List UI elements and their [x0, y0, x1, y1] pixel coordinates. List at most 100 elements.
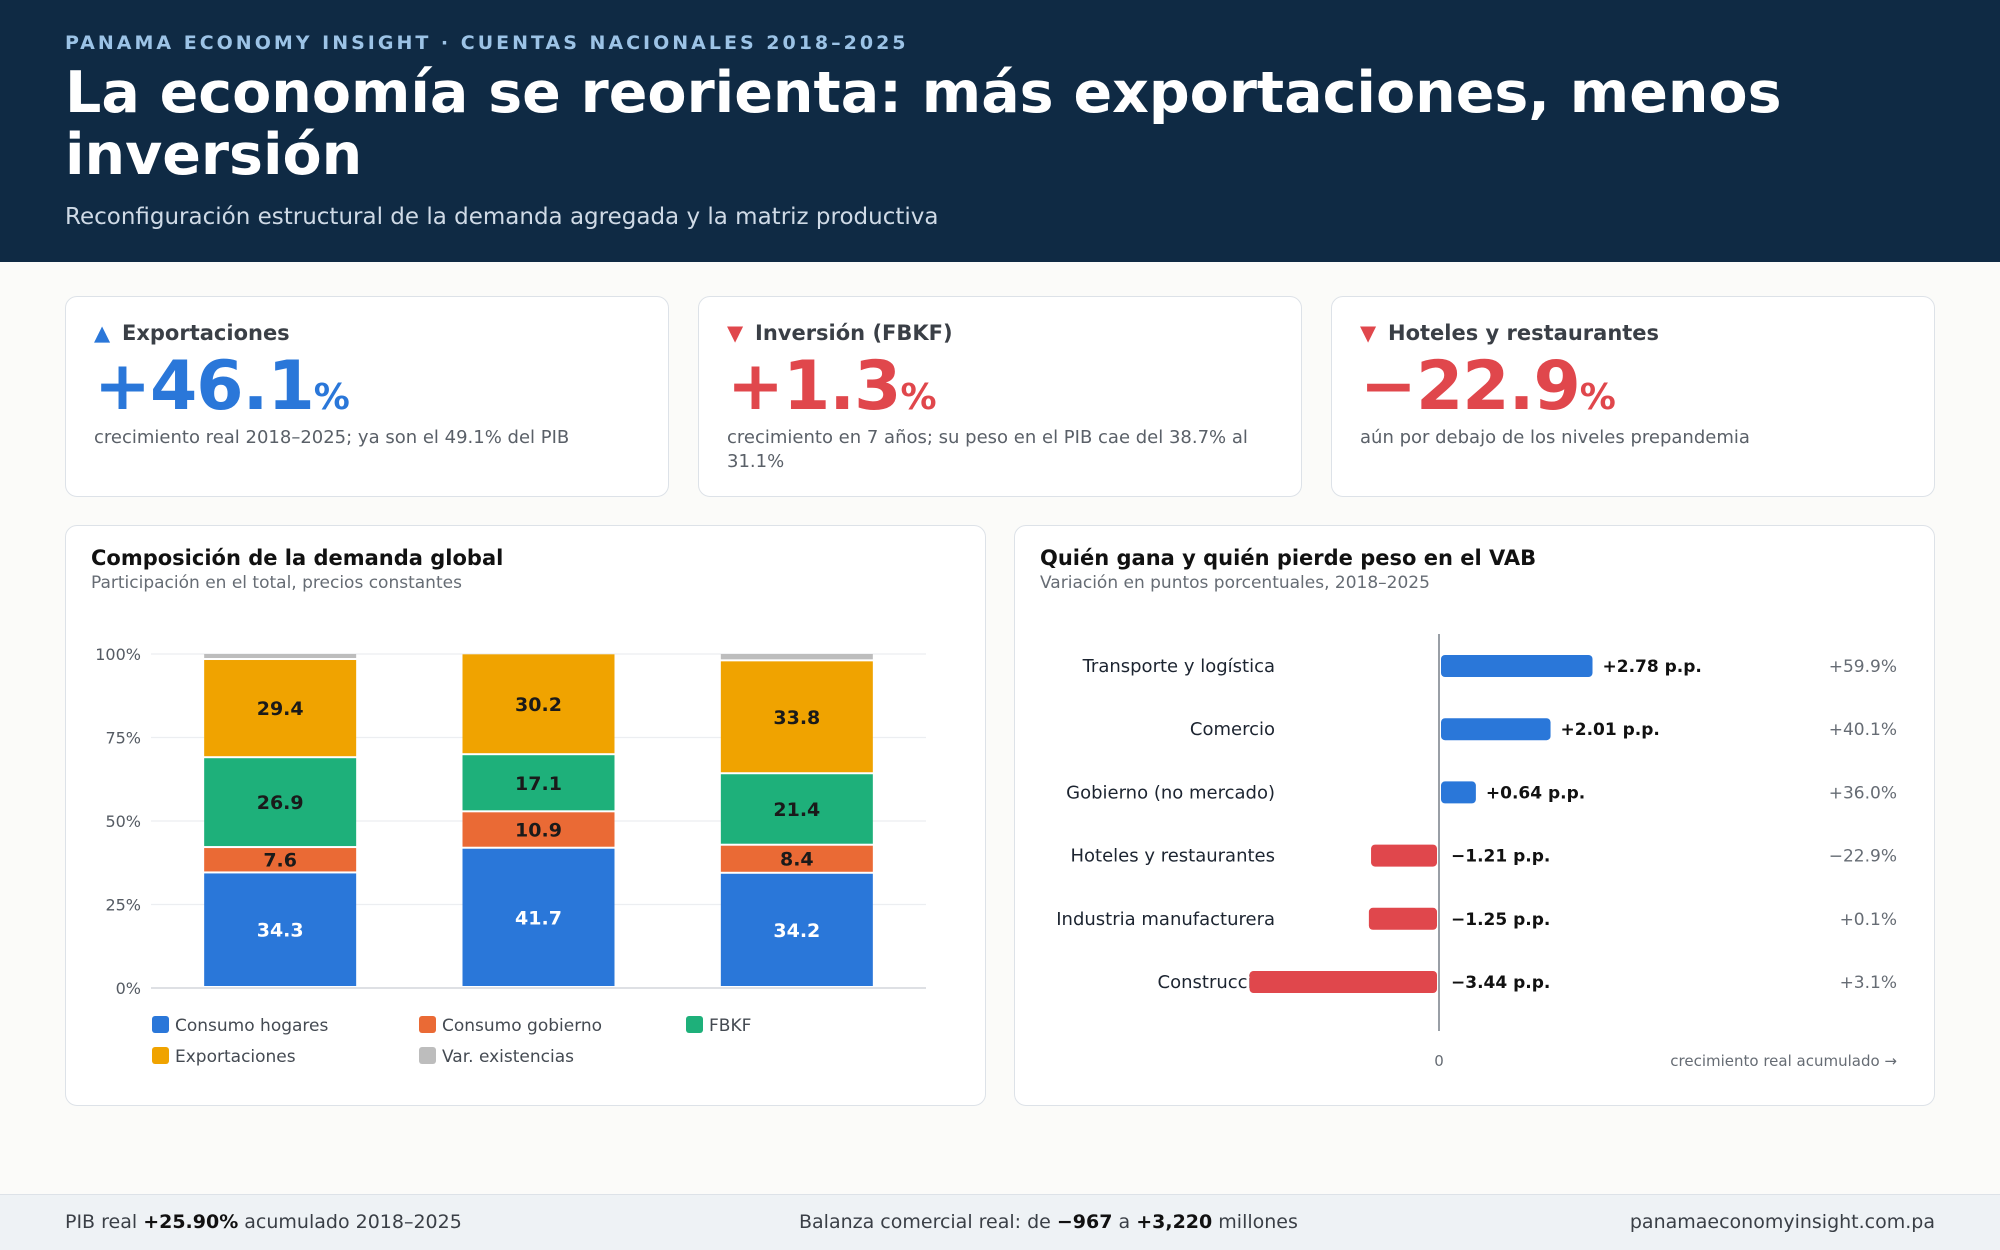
kpi-unit: % — [1579, 377, 1616, 418]
kpi-label: Inversión (FBKF) — [755, 321, 953, 345]
data-label: 30.2 — [515, 694, 562, 716]
legend-item: FBKF — [686, 1016, 751, 1036]
y-tick-label: 0% — [116, 979, 141, 996]
stacked-bar-chart: 0%25%50%75%100%34.37.626.929.4201841.710… — [95, 645, 926, 996]
bar-segment — [720, 661, 873, 773]
legend-item: Exportaciones — [152, 1047, 296, 1067]
data-label: 41.7 — [515, 907, 562, 929]
bar-segment — [204, 873, 357, 986]
bar-segment — [720, 654, 873, 660]
horizontal-bar-chart: Transporte y logística +2.78 p.p. +59.9% Co… — [1056, 634, 1897, 1070]
bar-segment — [462, 755, 615, 811]
legend-swatch — [419, 1016, 436, 1033]
category-label: Gobierno (no mercado) — [1066, 782, 1275, 803]
growth-label: +0.1% — [1840, 910, 1897, 930]
growth-label: +40.1% — [1829, 720, 1897, 740]
legend-label: Consumo hogares — [175, 1016, 329, 1036]
bar-segment — [720, 873, 873, 986]
legend-label: Consumo gobierno — [442, 1016, 603, 1036]
kpi-label: Exportaciones — [122, 321, 290, 345]
category-label: Industria manufacturera — [1056, 909, 1275, 930]
bar-segment — [462, 848, 615, 986]
bar — [1441, 718, 1551, 741]
value-label: +0.64 p.p. — [1486, 783, 1585, 803]
growth-header: crecimiento real acumulado → — [1670, 1052, 1897, 1070]
y-tick-label: 50% — [105, 812, 141, 831]
footer: PIB real +25.90% acumulado 2018–2025 Bal… — [0, 1194, 2000, 1250]
footer-gdp: PIB real +25.90% acumulado 2018–2025 — [65, 1211, 462, 1233]
page-title: La economía se reorienta: más exportacio… — [65, 60, 1782, 188]
kpi-value: +46.1 — [94, 347, 315, 426]
legend-label: FBKF — [709, 1016, 752, 1036]
kpi-unit: % — [900, 377, 937, 418]
value-label: +2.01 p.p. — [1561, 720, 1660, 740]
kpi-value: −22.9 — [1360, 347, 1581, 426]
page-subtitle: Reconfiguración estructural de la demand… — [65, 204, 939, 230]
legend-swatch — [152, 1047, 169, 1064]
chart-title: Quién gana y quién pierde peso en el VAB — [1040, 546, 1537, 570]
value-label: −1.25 p.p. — [1451, 910, 1550, 930]
data-label: 21.4 — [773, 799, 820, 821]
kpi-unit: % — [313, 377, 350, 418]
chart-title: Composición de la demanda global — [91, 546, 504, 570]
kpi-value: +1.3 — [727, 347, 901, 426]
category-label: Construcción — [1158, 972, 1275, 993]
kpi-card-inversion: ▼ Inversión (FBKF) +1.3% crecimiento en 7… — [698, 296, 1302, 497]
category-label: Hoteles y restaurantes — [1070, 846, 1275, 867]
kpi-note: aún por debajo de los niveles prepandemi… — [1360, 427, 1750, 448]
bar — [1441, 781, 1476, 804]
data-label: 10.9 — [515, 820, 562, 842]
bar-segment — [204, 654, 357, 659]
down-arrow-icon: ▼ — [727, 321, 744, 345]
kpi-card-exportaciones: ▲ Exportaciones +46.1% crecimiento real 2… — [65, 296, 669, 497]
header: PANAMA ECONOMY INSIGHT · CUENTAS NACIONA… — [0, 0, 2000, 262]
bar — [1371, 844, 1437, 867]
data-label: 8.4 — [780, 849, 814, 871]
legend-item: Consumo hogares — [152, 1016, 328, 1036]
bar-segment — [204, 758, 357, 847]
growth-label: +36.0% — [1829, 783, 1897, 803]
bar — [1441, 655, 1593, 677]
bar-segment — [204, 848, 357, 872]
value-label: −3.44 p.p. — [1451, 973, 1550, 993]
down-arrow-icon: ▼ — [1360, 321, 1377, 345]
data-label: 17.1 — [515, 773, 562, 795]
legend-label: Var. existencias — [442, 1047, 575, 1067]
bar — [1249, 971, 1437, 993]
zero-tick-label: 0 — [1434, 1052, 1444, 1070]
data-label: 29.4 — [257, 698, 304, 720]
kpi-label: Hoteles y restaurantes — [1388, 321, 1660, 345]
chart-subtitle: Variación en puntos porcentuales, 2018–2… — [1040, 573, 1430, 593]
bar-segment — [720, 774, 873, 844]
bar — [1368, 907, 1437, 930]
legend-label: Exportaciones — [175, 1047, 296, 1067]
legend-swatch — [152, 1016, 169, 1033]
data-label: 26.9 — [257, 792, 304, 814]
legend-item: Consumo gobierno — [419, 1016, 602, 1036]
kicker: PANAMA ECONOMY INSIGHT · CUENTAS NACIONA… — [65, 32, 909, 54]
data-label: 7.6 — [263, 850, 297, 872]
legend-swatch — [686, 1016, 703, 1033]
data-label: 34.3 — [257, 920, 304, 942]
kpi-note: crecimiento en 7 años; su peso en el PIB… — [727, 427, 1248, 472]
data-label: 34.2 — [773, 920, 820, 942]
data-label: 33.8 — [773, 707, 820, 729]
vab-change-panel: Quién gana y quién pierde peso en el VAB… — [1014, 525, 1935, 1106]
chart-subtitle: Participación en el total, precios const… — [91, 573, 462, 593]
footer-trade-balance: Balanza comercial real: de −967 a +3,220… — [799, 1211, 1298, 1233]
bar-segment — [204, 660, 357, 757]
footer-source: panamaeconomyinsight.com.pa — [1629, 1211, 1935, 1233]
value-label: +2.78 p.p. — [1603, 657, 1702, 677]
kpi-card-hoteles: ▼ Hoteles y restaurantes −22.9% aún por d… — [1331, 296, 1935, 497]
y-tick-label: 75% — [105, 729, 141, 748]
growth-label: −22.9% — [1829, 847, 1897, 867]
up-arrow-icon: ▲ — [94, 321, 111, 345]
growth-label: +3.1% — [1840, 973, 1897, 993]
y-tick-label: 100% — [95, 645, 141, 664]
kpi-note: crecimiento real 2018–2025; ya son el 49… — [94, 427, 570, 448]
category-label: Comercio — [1190, 719, 1275, 740]
bar-segment — [462, 654, 615, 754]
bar-segment — [462, 812, 615, 847]
y-tick-label: 25% — [105, 896, 141, 915]
demand-composition-panel: Composición de la demanda global Partici… — [65, 525, 986, 1106]
